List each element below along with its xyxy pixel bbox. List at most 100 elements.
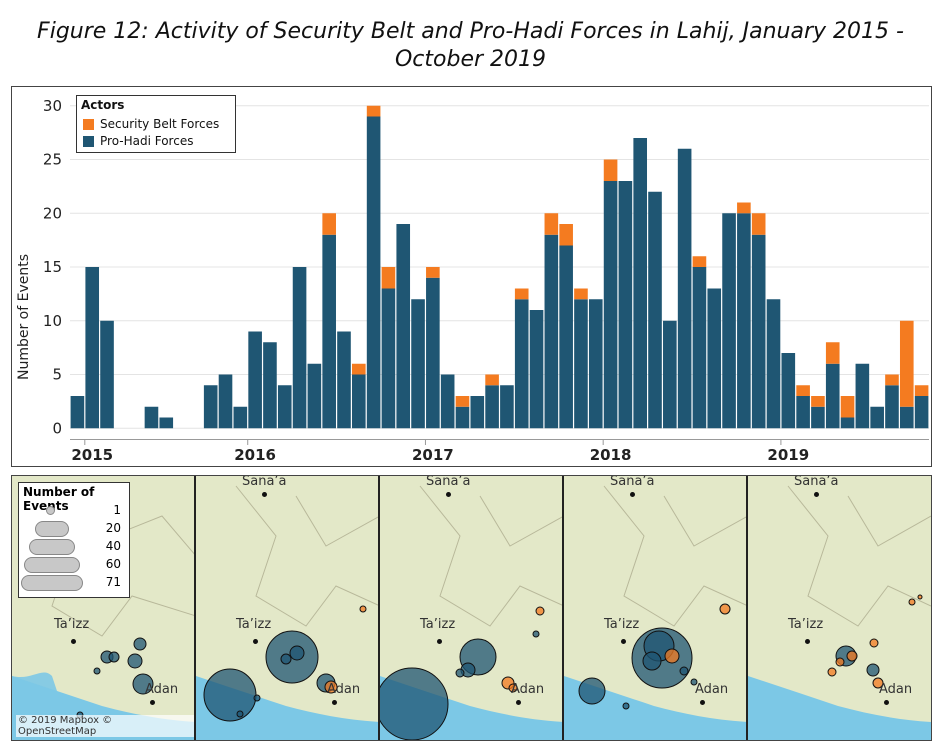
bar-security-belt-36 [603, 159, 618, 181]
size-legend-value-60: 60 [105, 557, 121, 571]
bar-security-belt-49 [796, 385, 810, 396]
bar-pro-hadi-54 [870, 406, 884, 429]
bar-pro-hadi-10 [218, 374, 233, 429]
bar-security-belt-52 [840, 396, 855, 418]
bar-pro-hadi-21 [381, 288, 396, 429]
city-label-sanaa: Sana’a [426, 476, 471, 489]
bar-pro-hadi-51 [825, 363, 840, 429]
size-legend-value-1: 1 [113, 503, 121, 517]
x-tick-label-2017: 2017 [412, 446, 454, 464]
size-legend-value-20: 20 [105, 521, 121, 535]
chart-title-line2: October 2019 [394, 47, 547, 72]
x-tick-label-2015: 2015 [71, 446, 113, 464]
legend-swatch-security-belt [83, 118, 94, 130]
city-dot-taizz [437, 639, 442, 644]
bar-pro-hadi-37 [618, 181, 633, 429]
city-label-taizz: Ta’izz [604, 617, 640, 632]
y-axis-label: Number of Events [16, 253, 32, 381]
city-dot-sanaa [446, 492, 451, 497]
y-tick-label-25: 25 [43, 151, 62, 169]
bar-pro-hadi-50 [811, 406, 825, 429]
bar-security-belt-28 [485, 374, 499, 386]
size-legend-value-71: 71 [105, 575, 121, 589]
bar-pro-hadi-31 [529, 310, 544, 429]
city-label-adan: Adan [695, 682, 729, 697]
map-panel-2017: Sana’a Ta’izz Adan [380, 476, 564, 740]
size-legend-value-40: 40 [105, 539, 121, 553]
bar-pro-hadi-55 [885, 385, 899, 429]
size-legend-marker-40 [29, 539, 75, 555]
bar-pro-hadi-27 [470, 396, 485, 429]
city-dot-taizz [253, 639, 258, 644]
bar-pro-hadi-33 [559, 245, 573, 429]
y-tick-label-30: 30 [43, 97, 62, 115]
city-dot-adan [516, 700, 521, 705]
bar-security-belt-24 [426, 267, 440, 278]
bar-pro-hadi-34 [574, 299, 588, 429]
bar-pro-hadi-46 [751, 234, 766, 429]
size-legend-marker-60 [24, 557, 80, 573]
map-credit: © 2019 Mapbox © OpenStreetMap [16, 715, 194, 737]
size-legend-row-60: 60 [19, 556, 129, 574]
map-svg-2019 [748, 476, 931, 740]
bar-pro-hadi-20 [366, 116, 381, 429]
size-legend: Number of Events 1 20 40 60 71 [18, 482, 130, 598]
bar-pro-hadi-17 [322, 234, 336, 429]
bar-pro-hadi-23 [411, 299, 425, 429]
bar-pro-hadi-40 [663, 320, 677, 429]
bar-security-belt-33 [559, 224, 573, 246]
bar-pro-hadi-35 [588, 299, 603, 429]
bar-pro-hadi-38 [633, 138, 648, 429]
size-legend-marker-1 [46, 506, 55, 515]
city-label-adan: Adan [879, 682, 913, 697]
y-tick-label-20: 20 [43, 204, 62, 222]
bar-pro-hadi-9 [203, 385, 218, 429]
bar-pro-hadi-15 [292, 267, 307, 429]
city-label-taizz: Ta’izz [54, 617, 90, 632]
bar-pro-hadi-47 [766, 299, 781, 429]
city-dot-taizz [621, 639, 626, 644]
city-label-sanaa: Sana’a [242, 476, 287, 489]
bar-chart-panel: 0 5 10 15 20 25 30 2015 2016 2017 2018 2019 Number … [11, 86, 932, 467]
city-dot-sanaa [630, 492, 635, 497]
bar-pro-hadi-26 [455, 406, 470, 429]
bar-pro-hadi-22 [396, 224, 411, 429]
size-legend-row-40: 40 [19, 538, 129, 556]
bar-pro-hadi-36 [603, 181, 618, 429]
bar-security-belt-34 [574, 288, 588, 300]
bar-security-belt-51 [825, 342, 840, 364]
bar-security-belt-55 [885, 374, 899, 386]
bar-pro-hadi-57 [914, 396, 929, 429]
bar-pro-hadi-0 [70, 396, 85, 429]
bar-pro-hadi-11 [233, 406, 248, 429]
legend-label-security-belt: Security Belt Forces [100, 117, 220, 131]
bar-security-belt-30 [514, 288, 529, 300]
bar-chart-svg: 0 5 10 15 20 25 30 2015 2016 2017 2018 2019 [43, 97, 929, 464]
legend-title: Actors [81, 98, 125, 112]
city-dot-adan [884, 700, 889, 705]
bar-security-belt-17 [322, 213, 336, 235]
bar-pro-hadi-32 [544, 234, 559, 429]
bar-pro-hadi-56 [899, 406, 914, 429]
bar-security-belt-46 [751, 213, 766, 235]
bar-security-belt-20 [366, 105, 381, 117]
bar-pro-hadi-41 [677, 148, 692, 429]
size-legend-row-71: 71 [19, 574, 129, 592]
y-tick-label-15: 15 [43, 258, 62, 276]
city-dot-taizz [805, 639, 810, 644]
bar-security-belt-32 [544, 213, 559, 235]
city-dot-sanaa [814, 492, 819, 497]
size-legend-marker-20 [35, 521, 69, 537]
bar-pro-hadi-28 [485, 385, 499, 429]
bar-security-belt-56 [899, 320, 914, 407]
bar-pro-hadi-16 [307, 363, 322, 429]
bar-pro-hadi-53 [855, 363, 870, 429]
bar-security-belt-19 [351, 363, 366, 375]
bar-pro-hadi-44 [722, 213, 736, 429]
x-tick-label-2018: 2018 [590, 446, 632, 464]
y-tick-label-0: 0 [52, 419, 62, 437]
city-label-taizz: Ta’izz [788, 617, 824, 632]
city-label-sanaa: Sana’a [610, 476, 655, 489]
bar-security-belt-50 [811, 396, 825, 407]
map-svg-2016 [196, 476, 378, 740]
